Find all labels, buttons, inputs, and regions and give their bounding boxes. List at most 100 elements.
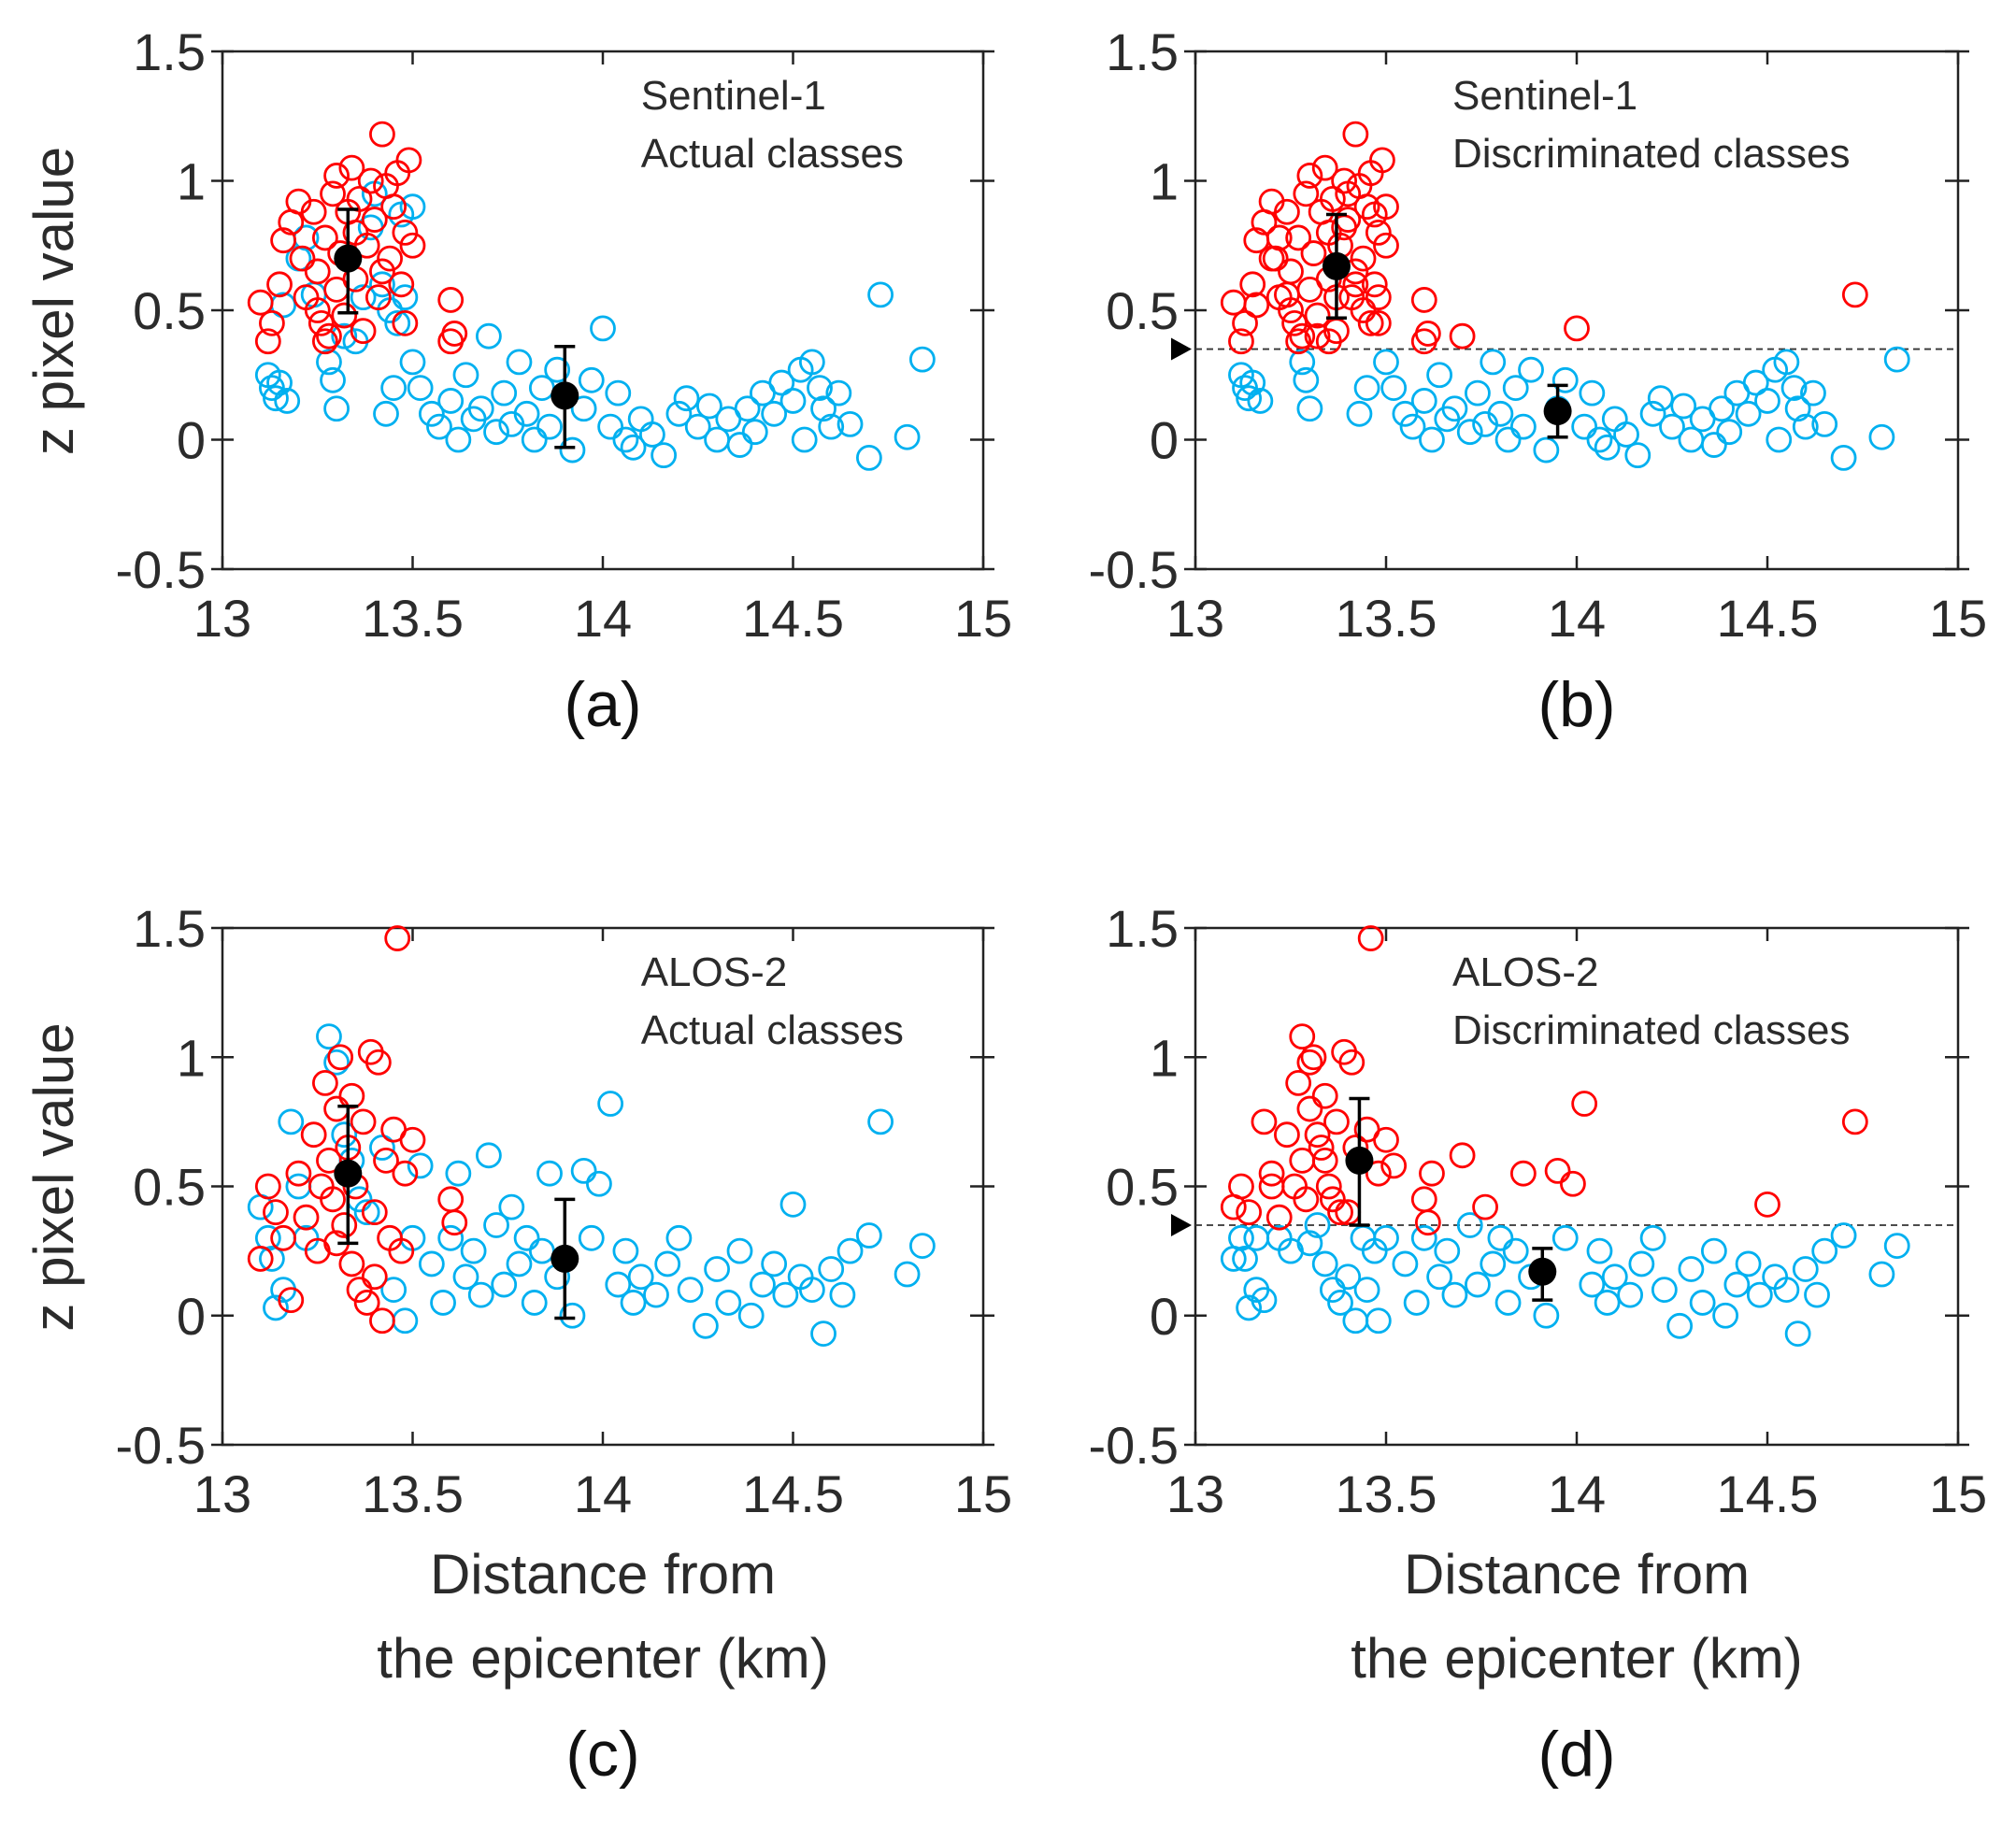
landslide-point [1239,271,1266,298]
annotation-satellite: Sentinel-1 [1452,73,1637,119]
non-landslide-point [1784,1320,1811,1348]
non-landslide-point [1346,400,1373,427]
non-landslide-point [1586,1237,1613,1264]
non-landslide-point [263,385,289,412]
non-landslide-point [825,379,852,407]
non-landslide-point [1709,395,1735,422]
x-tick-label: 13.5 [362,589,464,648]
y-tick-label: 0 [177,1287,206,1346]
landslide-point [1281,1173,1308,1200]
non-landslide-point [586,1170,612,1197]
non-landslide-point [1236,385,1263,412]
non-landslide-point [1579,1271,1606,1298]
landslide-point [1449,322,1476,350]
non-landslide-point [1811,410,1838,437]
non-landslide-point [1392,1250,1419,1277]
non-landslide-point [263,1294,289,1321]
landslide-point [1236,1199,1263,1226]
non-landslide-point [1239,369,1266,396]
landslide-point [1274,1121,1300,1149]
y-tick-label: 1.5 [1106,22,1179,81]
landslide-point [365,1049,392,1076]
non-landslide-point [1628,1250,1655,1277]
non-landslide-point [1792,1256,1819,1282]
x-tick-label: 13 [1166,589,1224,648]
y-tick-label: 1 [177,1028,206,1087]
landslide-point [1258,1160,1285,1187]
non-landslide-point [544,356,571,383]
non-landslide-point [1434,1237,1461,1264]
landslide-point [1327,1199,1353,1226]
non-landslide-point [627,1263,654,1291]
non-landslide-point [1353,1277,1380,1303]
landslide-point [1342,121,1369,148]
landslide-point [1472,1193,1498,1220]
non-landslide-point [506,349,533,376]
landslide-point [1342,271,1369,298]
non-landslide-point [1293,366,1320,393]
landslide-point [1544,1158,1571,1184]
non-landslide-point [1773,1277,1800,1303]
non-landslide-point [1311,1250,1338,1277]
non-landslide-point [437,1224,465,1251]
annotation-satellite: ALOS-2 [641,949,788,995]
non-landslide-point [1784,395,1811,422]
y-tick-label: 1 [1150,152,1179,211]
landslide-point [1449,1142,1476,1169]
landslide-point [346,1277,373,1303]
landslide-point [1841,1108,1868,1135]
non-landslide-point [677,1277,704,1303]
non-landslide-point [1647,385,1674,412]
landslide-point [361,207,388,233]
non-landslide-point [1232,1246,1258,1272]
non-landslide-point [1800,379,1826,407]
non-landslide-point [445,1160,472,1187]
landslide-point [369,258,395,285]
non-landslide-point [274,388,301,414]
x-tick-label: 14.5 [1717,1464,1819,1523]
non-landslide-point [491,379,518,407]
x-tick-label: 13 [1166,1464,1224,1523]
y-tick-label: 1.5 [1106,899,1179,958]
annotation-classes: Actual classes [641,1007,904,1053]
non-landslide-point [1639,400,1666,427]
landslide-point [307,309,335,336]
x-tick-label: 13.5 [1336,589,1437,648]
non-landslide-point [1868,1261,1895,1288]
non-landslide-point [1232,375,1258,402]
non-landslide-point [737,1302,765,1329]
non-landslide-point [528,1237,555,1264]
annotation-satellite: ALOS-2 [1452,949,1599,995]
landslide-point [1265,1204,1293,1231]
non-landslide-point [726,1237,753,1264]
non-landslide-point [1551,1224,1579,1251]
y-tick-label: -0.5 [1089,1416,1180,1475]
landslide-point [1274,198,1300,225]
landslide-point [361,1263,388,1291]
non-landslide-point [639,421,665,448]
landslide-point [392,1160,419,1187]
non-landslide-point [384,309,411,336]
landslide-point [338,154,365,181]
landslide-point [1373,232,1399,259]
landslide-point [1365,219,1392,246]
landslide-point [441,1209,468,1236]
landslide-point [323,163,350,189]
non-landslide-point [1465,1271,1491,1298]
landslide-point [1331,167,1358,194]
landslide-point [1304,302,1331,329]
non-landslide-point [1220,1246,1247,1272]
landslide-point [1361,201,1388,228]
non-landslide-point [1441,395,1468,422]
non-landslide-point [460,1237,487,1264]
landslide-point [1289,1147,1316,1174]
landslide-point [437,287,465,313]
landslide-point [1365,1160,1392,1187]
landslide-point [1369,147,1395,174]
landslide-point [311,1070,338,1096]
non-landslide-point [266,369,293,396]
panel-b: 13 13.5 14 14.5 15 -0.5 0 0.5 1 1.5 Sentinel-1 Disc… [1089,22,1988,740]
non-landslide-point [513,1224,540,1251]
threshold-arrow-icon [1171,1213,1192,1236]
non-landslide-point [1773,349,1800,376]
